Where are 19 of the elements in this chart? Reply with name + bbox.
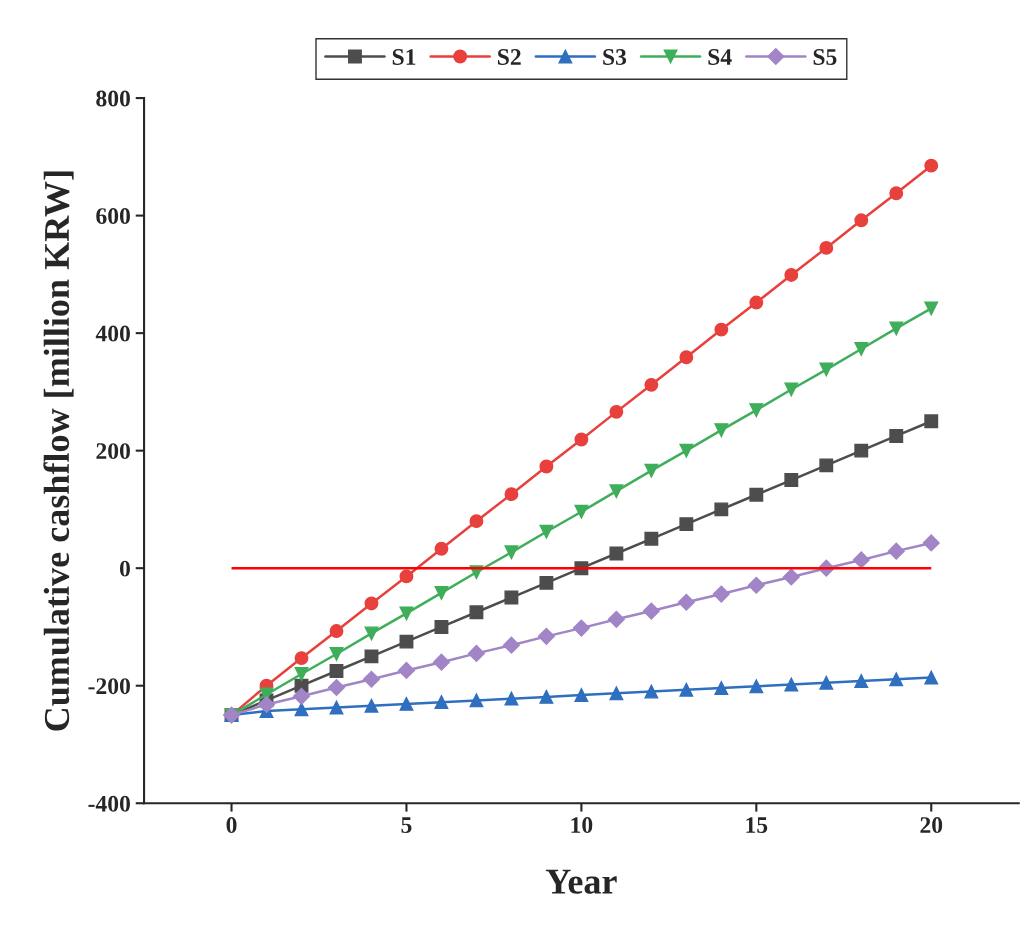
legend-label: S1 bbox=[392, 49, 416, 65]
legend-label: S4 bbox=[708, 49, 732, 65]
y-tick-label: -200 bbox=[88, 678, 130, 695]
y-tick-label: 0 bbox=[119, 560, 130, 577]
y-tick-label: 800 bbox=[96, 90, 130, 107]
y-tick-label: -400 bbox=[88, 795, 130, 812]
legend-label: S3 bbox=[603, 49, 627, 65]
y-tick-label: 200 bbox=[96, 443, 130, 460]
legend-label: S5 bbox=[813, 49, 837, 65]
y-axis-title: Cumulative cashflow [million KRW] bbox=[43, 171, 74, 731]
x-tick-label: 5 bbox=[401, 817, 412, 834]
y-tick-label: 400 bbox=[95, 325, 130, 342]
x-tick-label: 15 bbox=[746, 817, 768, 834]
x-tick-label: 0 bbox=[226, 817, 237, 834]
x-axis-title: Year bbox=[545, 869, 617, 894]
x-tick-label: 20 bbox=[920, 817, 943, 834]
y-tick-label: 600 bbox=[96, 208, 130, 225]
x-tick-label: 10 bbox=[571, 817, 593, 834]
legend-label: S2 bbox=[498, 49, 521, 65]
